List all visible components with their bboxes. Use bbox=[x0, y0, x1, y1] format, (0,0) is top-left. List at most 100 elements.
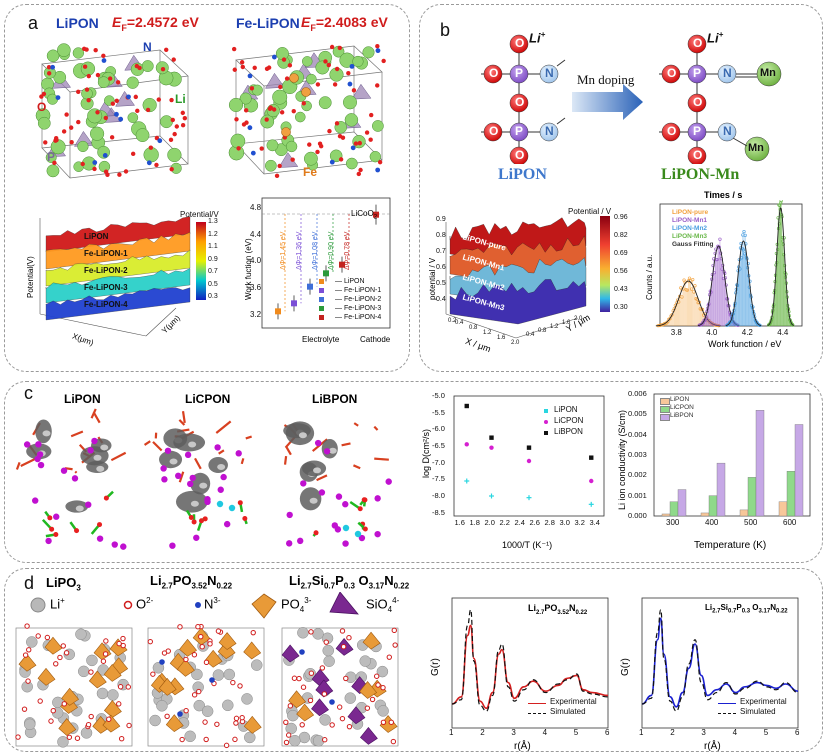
n-atom bbox=[101, 58, 107, 63]
surface-layer bbox=[449, 279, 587, 325]
li-atom bbox=[235, 450, 242, 457]
o-ion bbox=[296, 675, 302, 682]
surface-ytick: 0.4 bbox=[526, 332, 535, 338]
gr-xtick: 3 bbox=[511, 728, 516, 737]
li-atom bbox=[160, 115, 173, 129]
o-atom bbox=[191, 519, 197, 525]
charge-density-blob bbox=[35, 419, 52, 444]
o-atom bbox=[687, 93, 707, 113]
charge-density-blob bbox=[65, 500, 89, 513]
o-atom bbox=[358, 167, 363, 173]
gr-experimental-curve bbox=[641, 617, 799, 708]
li-ion-label: Li+ bbox=[529, 30, 546, 46]
gr-xtick: 3 bbox=[701, 728, 706, 737]
wf-point bbox=[339, 261, 345, 268]
li-ion bbox=[57, 736, 69, 748]
li-ion bbox=[344, 692, 357, 704]
conductivity-bar bbox=[677, 489, 687, 517]
diffusion-ytick: -7.0 bbox=[432, 457, 445, 467]
li-ion bbox=[323, 655, 335, 667]
legend-swatch bbox=[660, 406, 670, 413]
li-atom bbox=[323, 448, 331, 455]
o-ion bbox=[339, 715, 346, 722]
surface-ytick: 1.6 bbox=[562, 320, 571, 326]
legend-marker bbox=[544, 431, 548, 435]
diffusion-legend-item: LiCPON bbox=[554, 416, 584, 425]
o-atom bbox=[84, 47, 89, 52]
o-ion bbox=[364, 705, 371, 711]
po4-tetrahedron bbox=[177, 658, 195, 677]
li-atom bbox=[189, 474, 196, 482]
o-atom-label: O bbox=[693, 148, 703, 162]
o-atom bbox=[86, 98, 91, 103]
o-atom bbox=[133, 94, 139, 100]
li-atom bbox=[80, 61, 96, 76]
o-atom bbox=[74, 528, 80, 534]
li-atom bbox=[186, 480, 194, 488]
p-atom bbox=[687, 122, 707, 142]
li-ion bbox=[107, 689, 119, 701]
atom-label-fe: Fe bbox=[303, 165, 318, 179]
bond bbox=[316, 474, 328, 482]
n-atom bbox=[271, 54, 277, 60]
bond bbox=[15, 461, 21, 470]
hist-xtick: 3.8 bbox=[670, 328, 682, 337]
unit-cell bbox=[15, 627, 133, 747]
o-atom bbox=[249, 86, 255, 91]
o-atom bbox=[171, 57, 176, 62]
o-ion bbox=[191, 692, 198, 698]
surface-ztick: 0.4 bbox=[436, 296, 446, 303]
li-atom bbox=[362, 46, 375, 59]
surface-layer bbox=[45, 249, 191, 287]
o-atom bbox=[169, 167, 174, 172]
histogram-point bbox=[743, 233, 747, 237]
o-atom bbox=[148, 145, 154, 150]
hist-legend-item: LiPON-Mn2 bbox=[672, 225, 708, 232]
charge-density-highlight bbox=[93, 454, 102, 461]
panel-a-label: a bbox=[28, 13, 39, 33]
li-ion bbox=[359, 655, 371, 667]
wf-point bbox=[275, 308, 281, 315]
hist-legend-item: LiPON-Mn3 bbox=[672, 233, 708, 240]
o-atom bbox=[137, 65, 142, 71]
diffusion-point bbox=[526, 445, 532, 450]
wf-cathode-point bbox=[373, 211, 379, 218]
o-atom bbox=[49, 526, 55, 532]
o-atom bbox=[53, 531, 59, 537]
n-atom bbox=[146, 160, 152, 166]
li-atom bbox=[169, 542, 176, 549]
li-atom bbox=[296, 537, 304, 545]
po4-tetrahedron bbox=[296, 703, 315, 722]
diffusion-xtick: 1.8 bbox=[469, 518, 480, 527]
po4-tetrahedron bbox=[351, 83, 372, 100]
li-atom bbox=[344, 113, 359, 127]
o-ion bbox=[203, 659, 210, 666]
n-atom bbox=[539, 122, 559, 142]
o-ion bbox=[63, 650, 70, 656]
surface-xtick: 0.8 bbox=[469, 325, 478, 332]
charge-density-highlight bbox=[217, 464, 226, 471]
o-ion bbox=[61, 701, 67, 707]
o-atom bbox=[92, 166, 97, 172]
gr-legend-item: Simulated bbox=[740, 707, 776, 716]
li-atom bbox=[272, 89, 288, 105]
sio4-tetrahedron bbox=[311, 698, 329, 717]
po4-tetrahedron bbox=[218, 632, 237, 650]
o-ion bbox=[199, 644, 205, 650]
o-atom-label: O bbox=[515, 148, 525, 162]
o-atom bbox=[368, 137, 373, 142]
wf-point bbox=[291, 300, 297, 307]
li-atom bbox=[266, 139, 279, 152]
diffusion-xtick: 2.8 bbox=[544, 518, 555, 527]
o-atom bbox=[259, 146, 264, 151]
panel-b-right-name: LiPON-Mn bbox=[661, 166, 740, 183]
li-atom bbox=[96, 535, 104, 542]
diffusion-ytick: -5.0 bbox=[432, 391, 445, 400]
diffusion-ytick: -8.0 bbox=[432, 491, 445, 500]
surface-layer bbox=[45, 232, 191, 270]
conductivity-ytick: 0.005 bbox=[628, 409, 647, 419]
li-atom bbox=[72, 47, 84, 59]
o-atom bbox=[337, 45, 342, 51]
li-atom bbox=[318, 96, 332, 110]
histogram-point bbox=[741, 248, 746, 252]
